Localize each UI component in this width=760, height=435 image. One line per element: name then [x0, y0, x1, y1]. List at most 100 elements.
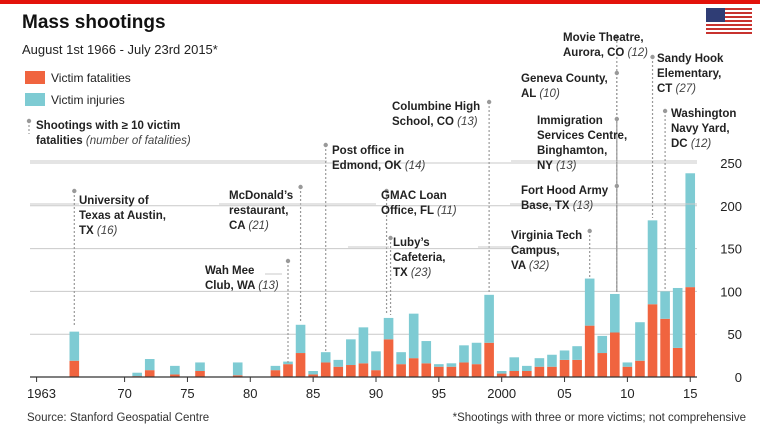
annotation-count-10: (13)	[556, 160, 577, 172]
bar-injuries-1971	[132, 372, 142, 377]
annotation-dot-1	[285, 258, 291, 264]
annotation-12: Sandy Hook Elementary, CT (27)	[650, 53, 724, 218]
annotation-label-6-last: School, CO (13)	[392, 116, 478, 128]
x-tick-label-1990: 90	[369, 386, 383, 401]
x-tick-label-1995: 95	[432, 386, 446, 401]
y-tick-label-250: 250	[720, 156, 742, 171]
annotation-dot-2	[298, 184, 303, 190]
bar-injuries-1990	[371, 351, 381, 371]
legend-fatalities-swatch	[25, 71, 45, 84]
bar-fatalities-1993	[408, 358, 419, 377]
bar-fatalities-1996	[446, 366, 457, 377]
y-tick-label-100: 100	[720, 284, 742, 299]
annotation-count-9: (10)	[539, 88, 560, 100]
bar-fatalities-1988	[346, 365, 356, 377]
bar-fatalities-1984	[295, 353, 306, 377]
annotation-label-2-0: McDonald’s	[229, 190, 293, 202]
annotation-label-4-0: GMAC Loan	[381, 190, 447, 202]
bar-injuries-2010	[622, 362, 633, 367]
annotation-label-12-1: Elementary,	[657, 68, 721, 80]
annotation-count-11: (13)	[573, 200, 594, 212]
y-tick-label-200: 200	[720, 199, 742, 214]
bar-injuries-2013	[660, 291, 670, 319]
annotation-label-6-0: Columbine High	[392, 101, 480, 113]
bar-injuries-1979	[232, 362, 243, 376]
bar-injuries-2000	[496, 371, 507, 374]
annotation-label-1-0: Wah Mee	[205, 265, 254, 277]
annotation-count-0: (16)	[97, 225, 118, 237]
bar-injuries-2011	[635, 322, 645, 361]
annotation-label-0-0: University of	[79, 195, 149, 207]
annotation-count-4: (11)	[437, 205, 457, 217]
bar-injuries-1989	[358, 327, 369, 364]
bar-fatalities-1989	[358, 363, 369, 377]
chart-subtitle: August 1st 1966 - July 23rd 2015*	[22, 42, 218, 57]
bars	[69, 173, 696, 377]
bar-fatalities-1990	[371, 370, 381, 377]
bar-injuries-1999	[484, 294, 494, 343]
annotation-label-8-last: Aurora, CO (12)	[563, 47, 648, 59]
annotation-count-6: (13)	[457, 116, 478, 128]
annotation-key-text: Shootings with ≥ 10 victim fatalities	[36, 120, 181, 147]
annotation-label-7-1: Campus,	[511, 245, 560, 257]
bar-injuries-1994	[421, 341, 432, 364]
bar-fatalities-1986	[320, 362, 331, 377]
annotation-9: Geneva County, AL (10)	[521, 70, 620, 292]
bar-fatalities-1992	[396, 364, 406, 377]
bar-fatalities-2000	[496, 373, 507, 377]
annotation-dot-10	[614, 116, 620, 122]
bar-fatalities-1974	[170, 374, 180, 377]
bar-fatalities-1979	[232, 375, 243, 377]
bar-injuries-1993	[408, 313, 419, 359]
annotation-label-0-1: Texas at Austin,	[79, 210, 166, 222]
bar-injuries-1988	[346, 339, 356, 366]
bar-injuries-2012	[647, 220, 658, 305]
bar-injuries-1966	[69, 331, 80, 361]
annotation-dot-7	[587, 228, 592, 234]
annotation-count-2: (21)	[248, 220, 269, 232]
annotation-label-4-last: Office, FL (11)	[381, 205, 457, 217]
annotation-label-3-0: Post office in	[332, 145, 404, 157]
bar-fatalities-1999	[484, 342, 494, 377]
x-tick-label-1975: 75	[180, 386, 194, 401]
annotation-count-3: (14)	[405, 160, 426, 172]
annotation-dot-11	[614, 183, 620, 189]
bar-fatalities-1995	[434, 366, 444, 377]
bar-fatalities-2005	[559, 359, 570, 377]
bar-injuries-2002	[522, 365, 532, 372]
x-tick-label-2015: 15	[683, 386, 697, 401]
x-tick-label-2010: 10	[620, 386, 634, 401]
x-tick-label-1963: 1963	[27, 386, 56, 401]
bar-injuries-2007	[584, 278, 595, 326]
annotation-label-10-last: NY (13)	[537, 160, 577, 172]
annotation-label-11-0: Fort Hood Army	[521, 185, 609, 197]
bar-injuries-2001	[509, 357, 520, 372]
legend-injuries-swatch	[25, 93, 45, 106]
annotation-11: Fort Hood Army Base, TX (13)	[510, 183, 697, 292]
bar-fatalities-1982	[270, 370, 281, 377]
annotation-label-10-0: Immigration	[537, 115, 603, 127]
annotation-6: Columbine High School, CO (13)	[392, 99, 492, 292]
bar-injuries-1984	[295, 324, 306, 354]
annotation-5: Luby’s Cafeteria, TX (23)	[348, 235, 445, 315]
bar-fatalities-2012	[647, 304, 658, 377]
x-tick-label-2005: 05	[557, 386, 571, 401]
bar-injuries-1972	[144, 359, 155, 371]
bar-injuries-2005	[559, 350, 570, 360]
bar-fatalities-1998	[471, 364, 482, 377]
x-tick-label-1980: 80	[243, 386, 257, 401]
x-tick-label-1970: 70	[117, 386, 131, 401]
annotation-key-subtext: (number of fatalities)	[85, 135, 191, 147]
annotation-label-5-last: TX (23)	[393, 267, 432, 279]
bar-injuries-1974	[170, 365, 180, 375]
annotation-label-12-0: Sandy Hook	[657, 53, 724, 65]
annotation-dot-4	[384, 188, 389, 194]
bar-fatalities-1983	[283, 364, 293, 377]
bar-fatalities-2010	[622, 366, 633, 377]
annotation-label-3-last: Edmond, OK (14)	[332, 160, 425, 172]
bar-injuries-2015	[685, 173, 696, 288]
bar-injuries-1997	[459, 345, 469, 363]
bar-fatalities-1994	[421, 363, 432, 377]
bar-injuries-1982	[270, 365, 281, 371]
